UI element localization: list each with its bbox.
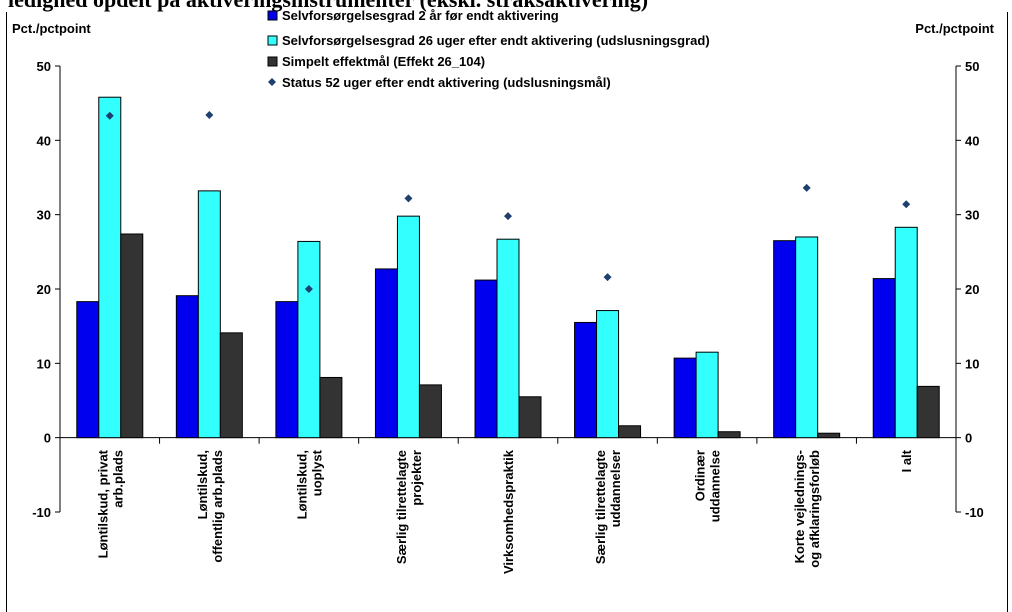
marker-point — [105, 111, 114, 120]
marker-point — [404, 194, 413, 203]
bar — [574, 321, 598, 439]
legend-swatch — [267, 10, 278, 21]
bar — [795, 236, 819, 439]
legend-marker — [268, 78, 276, 86]
bar — [894, 226, 918, 439]
bar — [219, 332, 243, 439]
y-tick-label-right: 20 — [965, 282, 979, 297]
category-label: I alt — [899, 449, 914, 472]
y-tick-label-right: -10 — [965, 505, 984, 520]
category-label: Løntilskud, — [294, 450, 309, 519]
bar — [518, 396, 542, 439]
legend-label: Status 52 uger efter endt aktivering (ud… — [282, 75, 611, 90]
y-unit-right: Pct./pctpoint — [915, 21, 994, 36]
bar — [717, 431, 741, 439]
bar — [496, 238, 520, 439]
page-title: ledighed opdelt på aktiveringsinstrument… — [8, 0, 1008, 12]
y-tick-label-left: 20 — [37, 282, 51, 297]
marker-point — [304, 285, 313, 293]
legend-swatch — [267, 56, 278, 67]
bar — [175, 295, 199, 439]
category-label: arb.plads — [110, 450, 125, 508]
legend-label: Simpelt effektmål (Effekt 26_104) — [282, 54, 485, 69]
category-label: Ordinær — [693, 450, 708, 501]
y-tick-label-left: 10 — [37, 356, 51, 371]
bar — [98, 96, 122, 439]
y-tick-label-left: 40 — [37, 133, 51, 148]
marker-point — [205, 111, 214, 120]
category-labels: Løntilskud, privat arb.plads Løntilskud, of… — [95, 449, 914, 574]
bar — [120, 233, 144, 439]
legend: Selvforsørgelsesgrad 2 år før endt aktiv… — [267, 8, 710, 90]
y-tick-label-left: 30 — [37, 208, 51, 223]
category-label: Korte vejlednings- — [792, 450, 807, 563]
marker-point — [603, 273, 612, 282]
bar — [396, 215, 420, 439]
bar — [596, 310, 620, 439]
y-tick-label-left: 50 — [37, 59, 51, 74]
y-tick-label-left: -10 — [32, 505, 51, 520]
category-label: projekter — [409, 450, 424, 506]
bar — [418, 384, 442, 439]
y-tick-label-right: 0 — [965, 431, 972, 446]
marker-point — [902, 200, 911, 209]
marker-point — [802, 183, 811, 192]
bar — [817, 432, 841, 439]
category-label: uoplyst — [309, 449, 324, 496]
chart-frame — [6, 12, 1008, 612]
category-label: og afklaringsforløb — [807, 450, 822, 568]
bar — [474, 279, 498, 439]
category-label: Virksomhedspraktik — [501, 449, 516, 574]
category-label: uddannelser — [608, 450, 623, 527]
bars — [76, 96, 940, 439]
bar — [916, 385, 940, 439]
legend-label: Selvforsørgelsesgrad 26 uger efter endt … — [282, 33, 710, 48]
category-label: Løntilskud, — [195, 450, 210, 519]
marker-point — [504, 212, 512, 221]
category-label: offentlig arb.plads — [210, 450, 225, 563]
category-label: Løntilskud, privat — [95, 449, 110, 558]
chart: -10 -10 0 0 10 10 20 20 30 30 40 40 50 50 Pct./pctpoin… — [12, 8, 995, 574]
bar — [275, 301, 299, 439]
legend-label: Selvforsørgelsesgrad 2 år før endt aktiv… — [282, 8, 559, 23]
y-tick-label-right: 30 — [965, 208, 979, 223]
bar — [773, 240, 797, 439]
y-tick-label-right: 10 — [965, 356, 979, 371]
bar — [197, 190, 221, 439]
legend-swatch — [267, 35, 278, 46]
bar — [618, 425, 642, 439]
bar — [374, 268, 398, 439]
bar — [872, 278, 896, 439]
bar — [673, 357, 697, 439]
bar — [319, 376, 343, 439]
category-label: Særlig tilrettelagte — [394, 450, 409, 564]
y-tick-label-left: 0 — [44, 431, 51, 446]
category-label: Særlig tilrettelagte — [593, 450, 608, 564]
category-label: uddannelse — [708, 450, 723, 522]
bar — [76, 301, 100, 439]
y-tick-label-right: 40 — [965, 133, 979, 148]
y-unit-left: Pct./pctpoint — [12, 21, 91, 36]
bar — [297, 240, 321, 439]
y-tick-label-right: 50 — [965, 59, 979, 74]
bar — [695, 351, 719, 439]
